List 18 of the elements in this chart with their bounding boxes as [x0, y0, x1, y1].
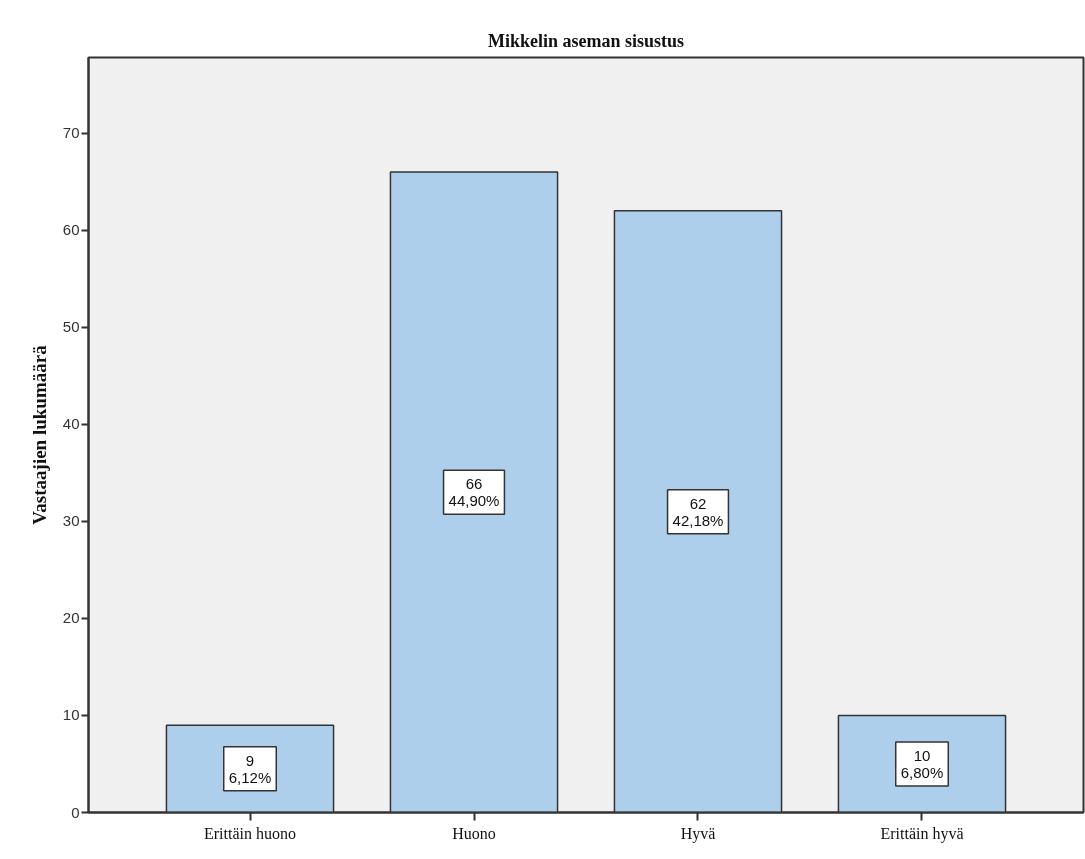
data-label: 10 6,80%: [900, 746, 944, 781]
y-axis-title: Vastaajien lukumäärä: [28, 344, 50, 525]
x-tick-label: Erittäin hyvä: [880, 824, 964, 843]
x-tick-label: Huono: [452, 824, 496, 842]
y-tick-label: 60: [62, 221, 80, 239]
x-tick-label: Erittäin huono: [204, 824, 296, 842]
x-tick-label: Hyvä: [680, 824, 716, 843]
y-tick-label: 0: [71, 803, 80, 821]
chart-title: Mikkelin aseman sisustus: [487, 30, 685, 51]
y-tick-label: 30: [62, 512, 80, 530]
data-label: 66 44,90%: [448, 475, 500, 510]
y-tick-label: 20: [62, 609, 80, 627]
data-label: 9 6,12%: [228, 751, 272, 786]
y-tick-label: 50: [62, 318, 80, 336]
y-tick-label: 40: [62, 415, 80, 433]
y-tick-label: 10: [62, 706, 80, 724]
data-label: 62 42,18%: [672, 494, 724, 529]
y-tick-label: 70: [62, 124, 80, 142]
